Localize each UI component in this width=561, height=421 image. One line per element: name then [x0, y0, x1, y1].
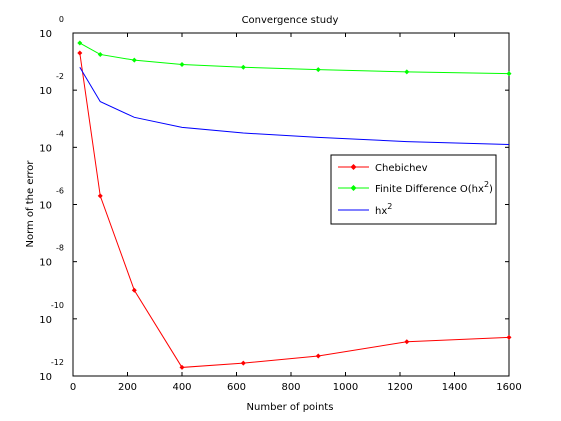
y-tick-exponent: -10 — [51, 301, 64, 310]
y-tick-base: 10 — [39, 29, 52, 40]
legend-label-hx2-prefix: hx — [375, 206, 387, 217]
x-tick-label: 0 — [70, 382, 76, 393]
chebichev-series-point — [240, 360, 246, 366]
x-tick-label: 1400 — [442, 382, 467, 393]
chebichev-series-point — [77, 50, 83, 56]
y-tick-exponent: -12 — [51, 358, 64, 367]
legend-label-finite-difference: Finite Difference O(hx2) — [375, 180, 493, 195]
chebichev-series-point — [179, 364, 185, 370]
chebichev-series-point — [506, 334, 512, 340]
series-layer — [77, 40, 512, 370]
y-tick-base: 10 — [39, 143, 52, 154]
finite-difference-series-point — [506, 71, 512, 77]
legend-label-finite-difference-sup: 2 — [484, 180, 489, 189]
x-tick-label: 1200 — [387, 382, 412, 393]
chebichev-series-line — [79, 52, 510, 368]
y-tick-exponent: -6 — [56, 187, 64, 196]
chebichev-series-point — [97, 193, 103, 199]
chart-title: Convergence study — [242, 15, 339, 26]
y-tick-base: 10 — [39, 258, 52, 269]
legend-label-hx2: hx2 — [375, 202, 392, 217]
x-axis-label: Number of points — [247, 402, 334, 413]
finite-difference-series-line — [79, 42, 510, 75]
finite-difference-series-point — [77, 40, 83, 46]
legend-marker-chebichev — [350, 164, 357, 170]
y-tick-exponent: -2 — [56, 72, 64, 81]
legend-label-finite-difference-prefix: Finite Difference O(hx — [375, 184, 484, 195]
chebichev-series-point — [404, 339, 410, 345]
chebichev-series-point — [315, 353, 321, 359]
x-tick-label: 1000 — [333, 382, 358, 393]
x-tick-label: 800 — [281, 382, 300, 393]
y-tick-base: 10 — [39, 315, 52, 326]
legend: Chebichev Finite Difference O(hx2) hx2 — [330, 154, 497, 225]
finite-difference-series-point — [404, 69, 410, 75]
y-tick-exponent: 0 — [59, 15, 64, 24]
y-tick-base: 10 — [39, 201, 52, 212]
y-tick-base: 10 — [39, 372, 52, 383]
x-tick-label: 600 — [227, 382, 246, 393]
chebichev-series-point — [131, 287, 137, 293]
y-axis-ticks: 10 0 10 -2 10 -4 10 -6 10 -8 10 -10 10 -12 — [39, 15, 509, 383]
finite-difference-series-point — [315, 67, 321, 73]
y-tick-exponent: -4 — [56, 129, 64, 138]
y-tick-exponent: -8 — [56, 244, 64, 253]
finite-difference-series-point — [97, 51, 103, 57]
hx2-series-line — [79, 67, 510, 145]
finite-difference-series-point — [179, 61, 185, 67]
legend-label-hx2-sup: 2 — [387, 202, 392, 211]
finite-difference-series-point — [131, 57, 137, 63]
finite-difference-series-point — [240, 64, 246, 70]
x-axis-ticks: 0 200 400 600 800 1000 1200 1400 1600 — [70, 33, 522, 393]
legend-marker-finite-difference — [350, 185, 357, 191]
legend-label-chebichev: Chebichev — [375, 163, 428, 174]
y-tick-base: 10 — [39, 86, 52, 97]
x-tick-label: 400 — [172, 382, 191, 393]
x-tick-label: 1600 — [496, 382, 521, 393]
x-tick-label: 200 — [118, 382, 137, 393]
y-axis-label: Norm of the error — [25, 160, 36, 248]
legend-label-finite-difference-suffix: ) — [489, 184, 493, 195]
